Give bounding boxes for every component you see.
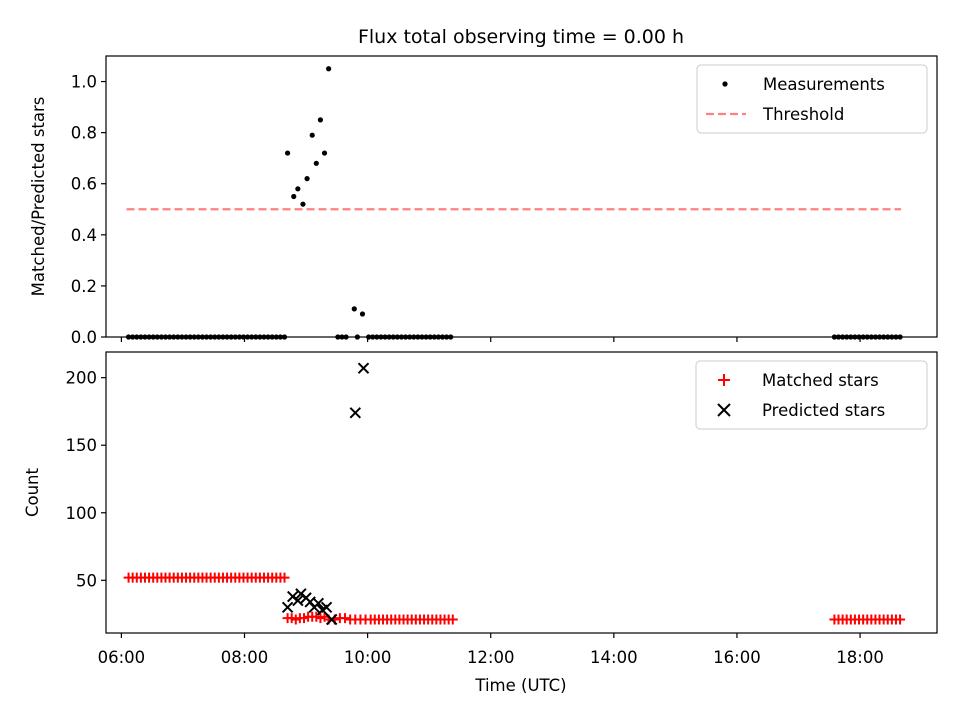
bottom-plot-frame (105, 351, 938, 634)
bottom-matched-stars-point (279, 572, 290, 583)
top-measurements-point (291, 193, 297, 200)
top-y-tick-label: 1.0 (71, 73, 97, 92)
bottom-x-tick-label: 12:00 (467, 648, 515, 667)
bottom-x-tick-label: 06:00 (98, 648, 146, 667)
bottom-legend-marker-predicted-stars (717, 403, 731, 417)
top-measurements-point (300, 201, 306, 207)
bottom-predicted-stars-point (281, 601, 294, 614)
top-panel: 0.0 0.2 0.4 0.6 0.8 1.0 Matched/Predicted star… (29, 55, 938, 347)
bottom-matched-stars-point (447, 614, 458, 625)
top-measurements-point (317, 117, 324, 123)
top-y-tick-label: 0.0 (71, 328, 97, 347)
top-measurements-point (351, 306, 357, 312)
bottom-y-tick-label: 100 (66, 504, 98, 523)
bottom-y-tick-label: 150 (66, 436, 98, 455)
bottom-legend: Matched stars Predicted stars (695, 360, 928, 430)
top-measurements-point (295, 186, 301, 192)
top-measurements-point (321, 150, 328, 156)
bottom-matched-stars-point (340, 613, 351, 624)
bottom-legend-marker-matched-stars (718, 374, 730, 386)
bottom-x-tick-label: 16:00 (713, 648, 761, 667)
bottom-matched-stars-point (895, 614, 906, 625)
bottom-legend-label-matched-stars: Matched stars (762, 371, 879, 390)
bottom-predicted-stars-point (312, 597, 325, 609)
top-legend: Measurements Threshold (696, 64, 928, 134)
bottom-x-axis-label: Time (UTC) (474, 676, 566, 695)
top-legend-label-measurements: Measurements (763, 75, 885, 94)
bottom-predicted-stars-point (349, 407, 362, 419)
top-measurements-point (326, 66, 332, 72)
bottom-legend-label-predicted-stars: Predicted stars (762, 401, 885, 420)
top-y-tick-label: 0.8 (71, 124, 97, 143)
top-plot-frame (105, 55, 938, 338)
top-measurements-point (359, 311, 366, 317)
top-legend-label-threshold: Threshold (762, 105, 844, 124)
bottom-y-tick-label: 50 (76, 571, 97, 590)
bottom-y-axis-label: Count (23, 467, 42, 517)
bottom-predicted-stars-point (325, 613, 338, 626)
bottom-panel: 50 100 150 200 06:00 08:00 10:00 12:00 14:00 16:0… (23, 351, 938, 667)
bottom-predicted-stars-point (357, 362, 370, 374)
top-measurements-point (284, 150, 291, 156)
top-measurements-point (313, 160, 319, 166)
bottom-x-tick-label: 08:00 (221, 648, 269, 667)
top-measurements-point (304, 176, 310, 182)
top-chart-title: Flux total observing time = 0.00 h (358, 26, 684, 48)
bottom-x-tick-label: 14:00 (590, 648, 638, 667)
top-measurements-point (309, 132, 315, 138)
top-y-tick-label: 0.4 (71, 226, 97, 245)
bottom-predicted-stars-point (292, 594, 304, 607)
top-y-tick-label: 0.6 (71, 175, 97, 194)
top-y-tick-label: 0.2 (71, 277, 97, 296)
bottom-y-tick-label: 200 (66, 369, 98, 388)
bottom-predicted-stars-point (320, 601, 333, 614)
top-y-axis-label: Matched/Predicted stars (29, 97, 48, 297)
bottom-x-tick-label: 18:00 (836, 648, 884, 667)
top-legend-marker-measurements (722, 81, 728, 87)
bottom-x-tick-label: 10:00 (344, 648, 392, 667)
bottom-legend-box (695, 360, 928, 430)
top-legend-box (696, 64, 928, 134)
